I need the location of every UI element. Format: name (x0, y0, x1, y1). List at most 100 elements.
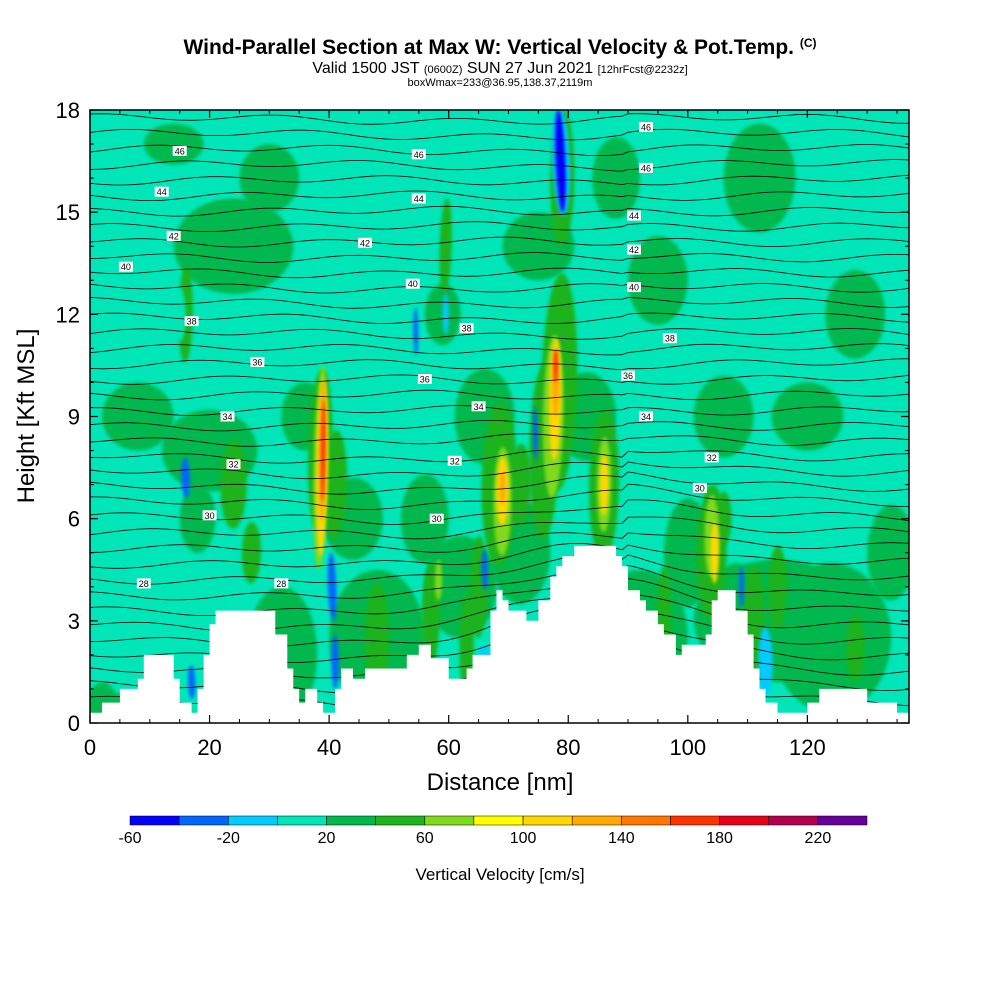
field-feature (846, 614, 865, 683)
isentrope-label-text: 36 (623, 371, 633, 381)
colorbar-tick-label: 60 (416, 830, 434, 847)
field-feature (400, 474, 449, 563)
isentrope-label-text: 38 (462, 324, 472, 334)
isentrope-label: 46 (411, 149, 426, 160)
isentrope-label-text: 36 (420, 375, 430, 385)
isentrope-label-text: 32 (707, 453, 717, 463)
isentrope-label-text: 44 (629, 211, 639, 221)
isentrope-label: 30 (202, 510, 217, 521)
isentrope-label-text: 28 (276, 579, 286, 589)
subtitle-valid: Valid 1500 JST (312, 60, 420, 77)
colorbar-swatch (571, 815, 622, 826)
field-feature (439, 198, 452, 294)
x-axis-label: Distance [nm] (427, 769, 574, 796)
isentrope-label: 42 (358, 237, 372, 248)
field-feature (553, 348, 558, 383)
colorbar-swatch (670, 815, 720, 826)
colorbar-tick-label: 180 (706, 830, 733, 847)
isentrope-label: 30 (429, 513, 444, 524)
isentrope-label: 42 (627, 244, 641, 255)
y-tick-label: 9 (68, 405, 80, 430)
y-tick-label: 3 (68, 609, 80, 634)
isentrope-label: 34 (639, 411, 653, 422)
subtitle-forecast: [12hrFcst@2232z] (597, 64, 688, 76)
y-tick-label: 18 (56, 98, 80, 123)
subtitle-utc: (0600Z) (423, 64, 463, 76)
field-feature (173, 287, 186, 342)
colorbar-swatch (424, 815, 475, 826)
field-feature (331, 634, 339, 689)
field-feature (499, 471, 506, 505)
colorbar-tick-label: 220 (805, 830, 832, 847)
isentrope-label: 28 (136, 578, 151, 589)
isentrope-label: 46 (172, 145, 187, 156)
y-tick-label: 15 (56, 200, 80, 225)
isentrope-label-text: 46 (175, 146, 185, 156)
chart-box-info: boxWmax=233@36.95,138.37,2119m (407, 77, 593, 89)
colorbar-swatch (768, 815, 819, 826)
isentrope-label: 38 (459, 323, 474, 334)
isentrope-label-text: 36 (252, 358, 262, 368)
colorbar-swatch (375, 815, 426, 826)
x-tick-label: 80 (556, 735, 580, 760)
field-feature (442, 293, 449, 335)
isentrope-label: 36 (417, 374, 432, 385)
field-feature (509, 443, 532, 526)
isentrope-label-text: 46 (641, 123, 651, 133)
field-feature (320, 399, 326, 502)
field-feature (715, 491, 732, 546)
y-tick-label: 6 (68, 507, 80, 532)
field-feature (768, 545, 787, 628)
colorbar-swatch (522, 815, 573, 826)
colorbar-swatch (621, 815, 671, 826)
isentrope-label: 28 (274, 578, 289, 589)
isentrope-label-text: 42 (169, 232, 179, 242)
colorbar-swatch (473, 815, 524, 826)
title-copyright: (C) (799, 36, 817, 50)
field-feature (532, 406, 538, 461)
x-tick-label: 20 (197, 735, 221, 760)
field-feature (599, 453, 609, 516)
colorbar-tick-label: 140 (608, 830, 635, 847)
isentrope-label-text: 34 (222, 412, 232, 422)
isentrope-label-text: 44 (414, 194, 424, 204)
y-tick-label: 12 (56, 302, 80, 327)
field-feature (323, 430, 348, 540)
colorbar-tick-label: -20 (217, 830, 240, 847)
x-tick-label: 120 (789, 735, 826, 760)
isentrope-label-text: 40 (408, 279, 418, 289)
isentrope-label: 44 (627, 210, 641, 221)
isentrope-label: 40 (405, 278, 420, 289)
isentrope-label: 40 (627, 282, 641, 293)
field-feature (241, 522, 262, 584)
isentrope-label-text: 40 (629, 283, 639, 293)
isentrope-label: 46 (639, 122, 653, 133)
field-feature (434, 559, 443, 601)
colorbar-swatch (719, 815, 769, 826)
colorbar-swatch (277, 815, 327, 826)
isentrope-label: 38 (662, 333, 677, 344)
isentrope-label: 44 (411, 193, 426, 204)
field-feature (327, 552, 337, 621)
isentrope-label: 34 (220, 411, 235, 422)
isentrope-label-text: 30 (205, 511, 215, 521)
chart-subtitle: Valid 1500 JST (0600Z) SUN 27 Jun 2021 [… (0, 60, 1000, 78)
isentrope-lines (90, 113, 909, 723)
isentrope-label: 32 (704, 452, 719, 463)
subtitle-date: SUN 27 Jun 2021 (466, 60, 594, 77)
isentrope-label-text: 42 (629, 245, 639, 255)
isentrope-label: 40 (118, 261, 133, 272)
isentrope-label-text: 38 (187, 317, 197, 327)
y-tick-label: 0 (68, 711, 80, 736)
isentrope-label-text: 46 (414, 150, 424, 160)
x-tick-label: 60 (436, 735, 460, 760)
colorbar-swatch (129, 815, 180, 826)
isentrope-label-text: 28 (139, 579, 149, 589)
x-tick-label: 100 (669, 735, 706, 760)
chart-title: Wind-Parallel Section at Max W: Vertical… (0, 36, 1000, 60)
colorbar-swatch (228, 815, 278, 826)
isentrope-label: 34 (471, 401, 486, 412)
isentrope-label-text: 38 (665, 334, 675, 344)
field-feature (481, 549, 488, 591)
title-main-text: Wind-Parallel Section at Max W: Vertical… (183, 36, 794, 59)
